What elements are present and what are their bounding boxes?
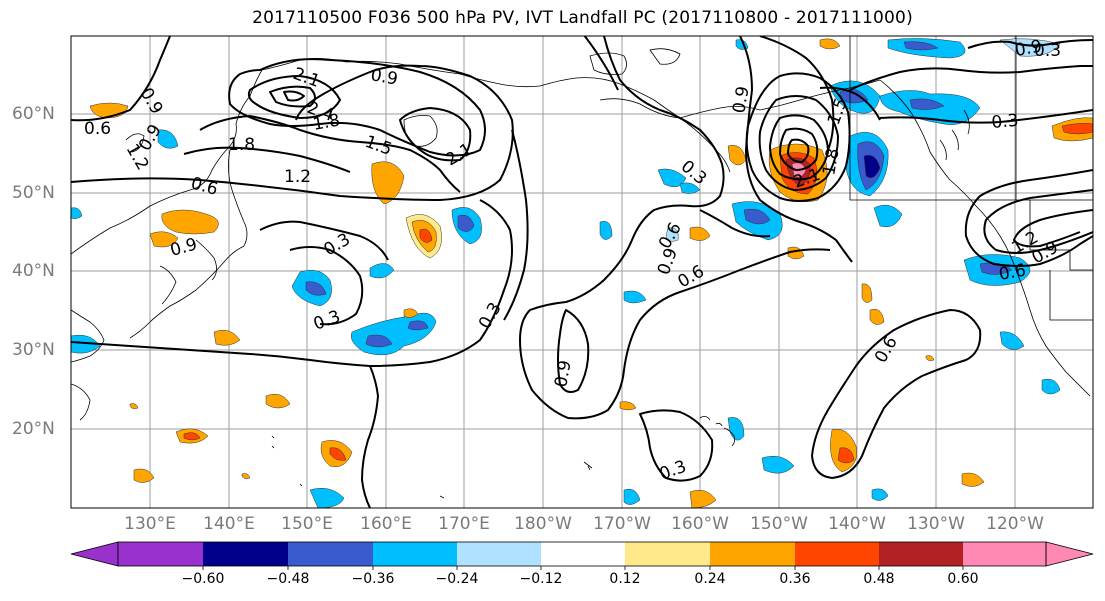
contour-label: 0.9 — [369, 65, 399, 89]
colorbar-swatch — [963, 542, 1046, 566]
contour-label: 1.8 — [228, 135, 255, 155]
colorbar-swatch — [879, 542, 963, 566]
contour-label: 1.2 — [284, 167, 311, 187]
lon-label: 180°W — [514, 514, 572, 534]
lon-label: 150°W — [750, 514, 808, 534]
contour-label: 1.8 — [819, 147, 843, 177]
map-frame — [70, 35, 1094, 509]
colorbar-tick-label: 0.36 — [779, 571, 811, 587]
colorbar-swatch — [457, 542, 541, 566]
lon-label: 170°E — [438, 514, 490, 534]
contour-label: 0.6 — [84, 119, 111, 139]
colorbar-tick-label: −0.36 — [351, 571, 395, 587]
colorbar-tick-label: −0.60 — [181, 571, 225, 587]
lon-label: 140°E — [203, 514, 255, 534]
lon-label: 130°E — [124, 514, 176, 534]
contour-label: 0.6 — [997, 261, 1027, 285]
colorbar-swatch — [288, 542, 373, 566]
colorbar-swatch — [625, 542, 710, 566]
lat-label: 40°N — [12, 261, 55, 281]
pv-contours — [71, 36, 1093, 508]
colorbar-tick-label: −0.48 — [266, 571, 310, 587]
lon-label: 130°W — [907, 514, 965, 534]
lat-label: 60°N — [12, 104, 55, 124]
colorbar-tick-label: −0.24 — [435, 571, 479, 587]
lat-label: 20°N — [12, 419, 55, 439]
lon-label: 160°E — [360, 514, 412, 534]
contour-label: 0.3 — [991, 111, 1020, 133]
contour-label: 1.8 — [311, 111, 341, 135]
map-title: 2017110500 F036 500 hPa PV, IVT Landfall… — [252, 8, 913, 28]
colorbar-tick-label: 0.24 — [694, 571, 726, 587]
colorbar-swatch — [541, 542, 625, 566]
contour-label: 0.9 — [729, 85, 753, 115]
colorbar-extend-max — [1045, 541, 1094, 567]
colorbar-frame — [117, 541, 1047, 567]
colorbar-tick-label: −0.12 — [519, 571, 563, 587]
colorbar-swatch — [118, 542, 203, 566]
contour-label: 0.3 — [1034, 41, 1061, 61]
contour-label: 0.9 — [1013, 37, 1043, 61]
lat-label: 50°N — [12, 183, 55, 203]
colorbar-tick-label: 0.48 — [863, 571, 895, 587]
lat-label: 30°N — [12, 340, 55, 360]
lon-label: 120°W — [986, 514, 1044, 534]
colorbar-extend-min — [70, 541, 119, 567]
colorbar-swatch — [203, 542, 288, 566]
colorbar-tick-label: 0.60 — [947, 571, 979, 587]
contour-label: 0.9 — [551, 359, 575, 389]
colorbar-swatch — [373, 542, 457, 566]
ivt-pc-shading — [71, 38, 1093, 508]
lon-label: 170°W — [593, 514, 651, 534]
colorbar-tick-label: 0.12 — [609, 571, 641, 587]
lon-label: 140°W — [828, 514, 886, 534]
lon-label: 160°W — [671, 514, 729, 534]
colorbar-swatch — [795, 542, 879, 566]
colorbar-swatch — [710, 542, 795, 566]
colorbar — [70, 541, 1094, 570]
lon-label: 150°E — [281, 514, 333, 534]
